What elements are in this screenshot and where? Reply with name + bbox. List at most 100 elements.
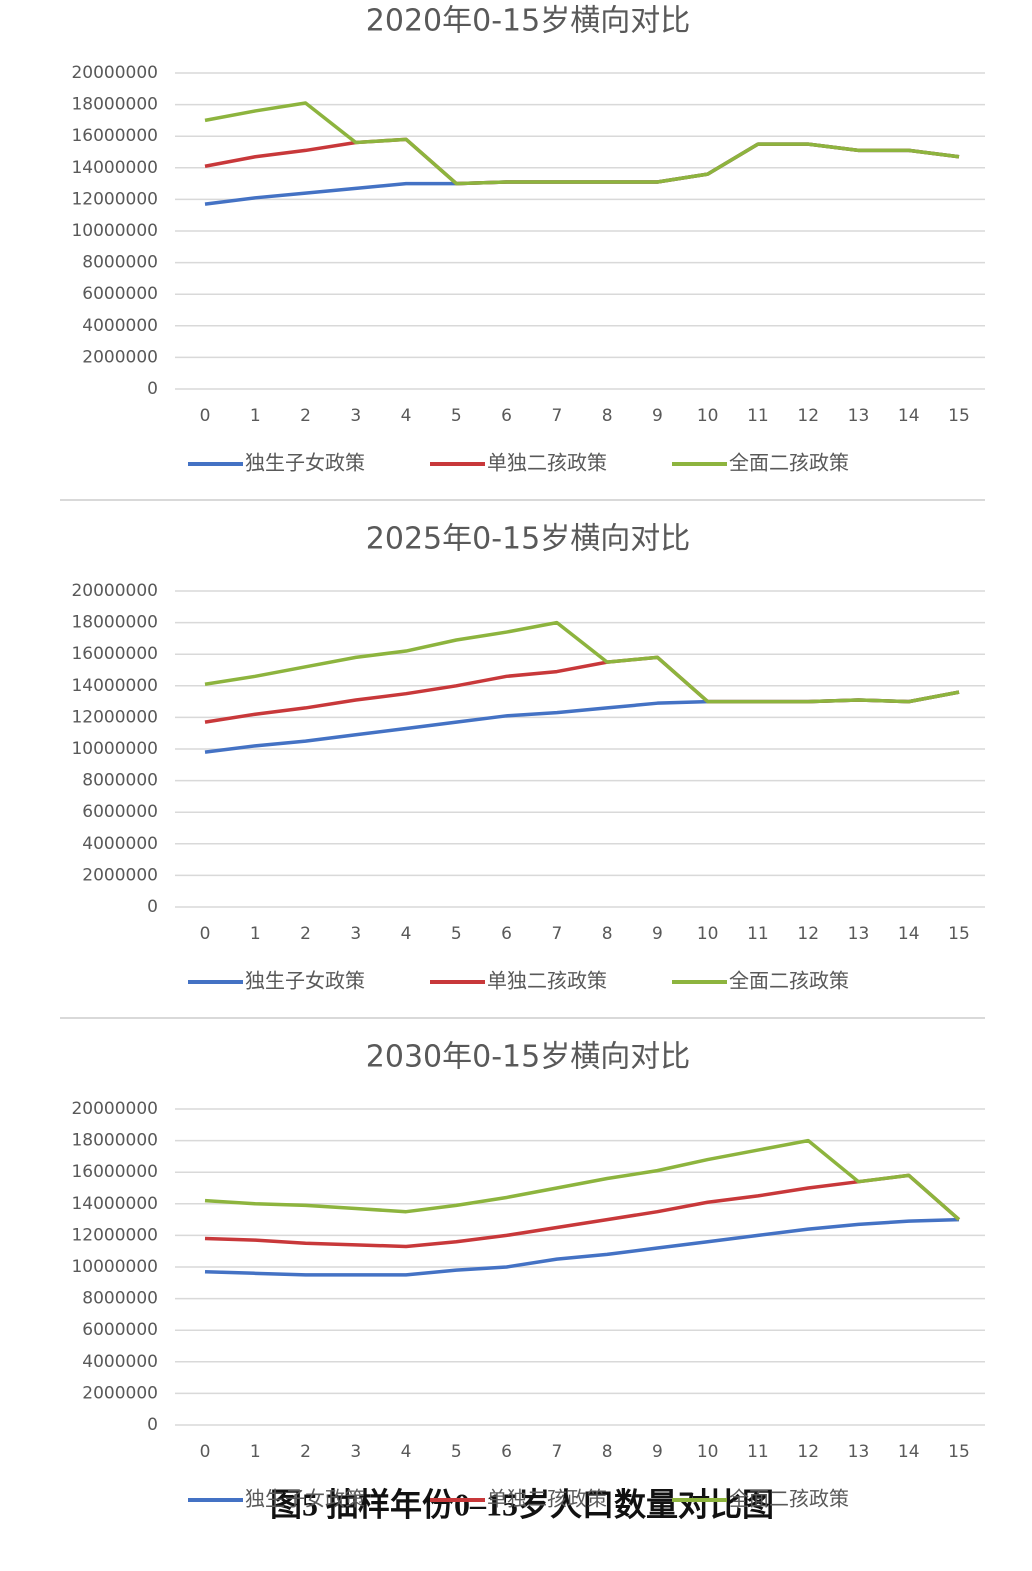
- x-tick-label: 12: [797, 924, 819, 944]
- y-tick-label: 8000000: [82, 1289, 158, 1309]
- x-tick-label: 14: [898, 1442, 920, 1462]
- x-tick-label: 5: [451, 924, 462, 944]
- x-tick-label: 7: [551, 1442, 562, 1462]
- legend-label: 单独二孩政策: [487, 969, 607, 993]
- x-tick-label: 5: [451, 1442, 462, 1462]
- y-tick-label: 2000000: [82, 1383, 158, 1403]
- x-tick-label: 8: [602, 924, 613, 944]
- x-tick-label: 9: [652, 406, 663, 426]
- chart-title: 2025年0-15岁横向对比: [366, 522, 690, 557]
- x-tick-label: 11: [747, 1442, 769, 1462]
- x-tick-label: 11: [747, 406, 769, 426]
- series-line: [204, 620, 960, 704]
- x-tick-label: 3: [350, 924, 361, 944]
- y-tick-label: 8000000: [82, 253, 158, 273]
- x-tick-label: 6: [501, 1442, 512, 1462]
- y-tick-label: 4000000: [82, 1352, 158, 1372]
- legend-label: 全面二孩政策: [729, 969, 849, 993]
- x-tick-label: 2: [300, 924, 311, 944]
- y-tick-label: 20000000: [71, 581, 158, 601]
- x-tick-label: 4: [401, 406, 412, 426]
- x-tick-label: 10: [697, 406, 719, 426]
- x-tick-label: 14: [898, 924, 920, 944]
- chart-title: 2030年0-15岁横向对比: [366, 1040, 690, 1075]
- x-tick-label: 7: [551, 924, 562, 944]
- series-line: [204, 1173, 961, 1249]
- y-tick-label: 14000000: [71, 158, 158, 178]
- x-tick-label: 1: [250, 1442, 261, 1462]
- y-tick-label: 4000000: [82, 316, 158, 336]
- x-tick-label: 1: [250, 924, 261, 944]
- x-tick-label: 9: [652, 1442, 663, 1462]
- x-tick-label: 2: [300, 406, 311, 426]
- y-tick-label: 20000000: [71, 1099, 158, 1119]
- legend-label: 全面二孩政策: [729, 451, 849, 475]
- y-tick-label: 14000000: [71, 1194, 158, 1214]
- x-tick-label: 0: [200, 924, 211, 944]
- series-line: [204, 655, 960, 724]
- y-tick-label: 2000000: [82, 865, 158, 885]
- y-tick-label: 0: [147, 1415, 158, 1435]
- y-tick-label: 12000000: [71, 707, 158, 727]
- x-tick-label: 2: [300, 1442, 311, 1462]
- y-tick-label: 18000000: [71, 1131, 158, 1151]
- x-tick-label: 15: [948, 406, 970, 426]
- x-tick-label: 10: [697, 1442, 719, 1462]
- x-tick-label: 8: [602, 406, 613, 426]
- x-tick-label: 14: [898, 406, 920, 426]
- x-tick-label: 13: [848, 1442, 870, 1462]
- y-tick-label: 0: [147, 897, 158, 917]
- y-tick-label: 14000000: [71, 676, 158, 696]
- legend-label: 独生子女政策: [245, 451, 365, 475]
- x-tick-label: 12: [797, 1442, 819, 1462]
- legend-label: 独生子女政策: [245, 969, 365, 993]
- x-tick-label: 1: [250, 406, 261, 426]
- y-tick-label: 6000000: [82, 802, 158, 822]
- figure-caption: 图5 抽样年份0–15岁人口数量对比图: [270, 1486, 774, 1522]
- y-tick-label: 8000000: [82, 771, 158, 791]
- series-line: [204, 1138, 961, 1221]
- x-tick-label: 8: [602, 1442, 613, 1462]
- x-tick-label: 0: [200, 406, 211, 426]
- legend-label: 独生子女政策: [245, 1487, 365, 1511]
- x-tick-label: 4: [401, 1442, 412, 1462]
- x-tick-label: 15: [948, 1442, 970, 1462]
- y-tick-label: 6000000: [82, 284, 158, 304]
- x-tick-label: 0: [200, 1442, 211, 1462]
- legend-label: 单独二孩政策: [487, 1487, 607, 1511]
- x-tick-label: 6: [501, 406, 512, 426]
- x-tick-label: 5: [451, 406, 462, 426]
- series-line: [204, 142, 960, 206]
- x-tick-label: 12: [797, 406, 819, 426]
- legend-label: 全面二孩政策: [729, 1487, 849, 1511]
- x-tick-label: 9: [652, 924, 663, 944]
- y-tick-label: 2000000: [82, 347, 158, 367]
- y-tick-label: 18000000: [71, 95, 158, 115]
- x-tick-label: 13: [848, 406, 870, 426]
- y-tick-label: 4000000: [82, 834, 158, 854]
- series-line: [204, 1217, 960, 1277]
- y-tick-label: 20000000: [71, 63, 158, 83]
- series-line: [204, 137, 960, 186]
- y-tick-label: 12000000: [71, 189, 158, 209]
- chart-title: 2020年0-15岁横向对比: [366, 4, 690, 39]
- y-tick-label: 16000000: [71, 1162, 158, 1182]
- x-tick-label: 15: [948, 924, 970, 944]
- y-tick-label: 10000000: [71, 1257, 158, 1277]
- y-tick-label: 10000000: [71, 221, 158, 241]
- x-tick-label: 7: [551, 406, 562, 426]
- y-tick-label: 6000000: [82, 1320, 158, 1340]
- y-tick-label: 0: [147, 379, 158, 399]
- x-tick-label: 3: [350, 1442, 361, 1462]
- x-tick-label: 11: [747, 924, 769, 944]
- y-tick-label: 10000000: [71, 739, 158, 759]
- x-tick-label: 6: [501, 924, 512, 944]
- x-tick-label: 13: [848, 924, 870, 944]
- legend-label: 单独二孩政策: [487, 451, 607, 475]
- y-tick-label: 16000000: [71, 126, 158, 146]
- x-tick-label: 4: [401, 924, 412, 944]
- series-line: [204, 101, 960, 186]
- y-tick-label: 16000000: [71, 644, 158, 664]
- y-tick-label: 18000000: [71, 613, 158, 633]
